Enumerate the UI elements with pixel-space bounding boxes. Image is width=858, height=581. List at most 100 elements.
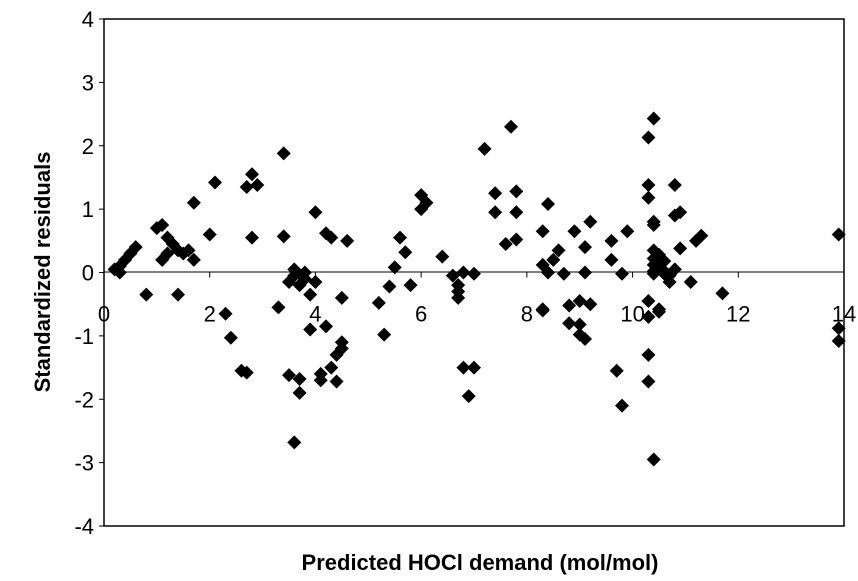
data-point	[334, 290, 349, 305]
data-point	[160, 246, 175, 261]
x-tick-label: 4	[309, 302, 321, 327]
data-point	[377, 327, 392, 342]
data-point	[445, 268, 460, 283]
data-point	[641, 294, 656, 309]
data-point	[456, 265, 471, 280]
data-point	[556, 266, 571, 281]
data-point	[334, 341, 349, 356]
data-point	[535, 303, 550, 318]
data-point	[292, 371, 307, 386]
data-point	[112, 265, 127, 280]
data-point	[646, 452, 661, 467]
data-point	[186, 252, 201, 267]
data-point	[509, 205, 524, 220]
data-point	[509, 232, 524, 247]
data-point	[604, 252, 619, 267]
data-point	[609, 363, 624, 378]
x-axis-ticks: 0 2 4 6 8 10 12 14	[98, 272, 856, 327]
y-axis-ticks: 4 3 2 1 0 -1 -2 -3 -4	[74, 7, 104, 539]
data-point	[683, 275, 698, 290]
x-tick-label: 0	[98, 302, 110, 327]
data-point	[551, 243, 566, 258]
data-point	[567, 224, 582, 239]
y-tick-label: -1	[74, 324, 94, 349]
y-tick-label: 2	[82, 134, 94, 159]
x-tick-label: 14	[832, 302, 856, 327]
data-point	[382, 279, 397, 294]
data-point	[340, 233, 355, 248]
data-point	[583, 214, 598, 229]
data-point	[604, 233, 619, 248]
data-point	[504, 119, 518, 134]
data-point	[297, 265, 312, 280]
data-point	[324, 360, 339, 375]
data-point	[667, 262, 682, 277]
y-tick-label: -2	[74, 387, 94, 412]
data-point	[646, 217, 661, 232]
data-point	[488, 205, 503, 220]
data-point	[715, 286, 730, 301]
data-point	[239, 365, 254, 380]
data-point	[387, 260, 402, 275]
data-point	[641, 190, 656, 205]
x-tick-label: 12	[726, 302, 750, 327]
data-point	[435, 249, 450, 264]
data-point	[673, 205, 688, 220]
data-point	[287, 435, 302, 450]
data-point	[308, 275, 323, 290]
data-point	[615, 266, 629, 281]
data-point	[371, 295, 386, 310]
data-point	[276, 229, 291, 244]
data-point	[456, 360, 471, 375]
y-tick-label: 1	[82, 197, 94, 222]
data-point	[652, 302, 666, 317]
data-point	[155, 217, 170, 232]
data-point	[615, 398, 629, 413]
data-point	[461, 389, 476, 404]
data-point	[562, 316, 577, 331]
data-point	[477, 141, 492, 156]
data-point	[641, 130, 656, 145]
data-point	[831, 321, 846, 336]
data-point	[218, 306, 233, 321]
data-point	[139, 287, 154, 302]
data-point	[488, 186, 503, 201]
data-point	[303, 322, 318, 337]
data-point	[329, 374, 344, 389]
data-point	[578, 240, 592, 255]
data-point	[572, 294, 587, 309]
data-point	[303, 287, 318, 302]
data-point	[419, 195, 434, 210]
data-point	[245, 167, 259, 182]
data-point	[467, 360, 481, 375]
data-point	[282, 368, 296, 383]
data-point	[583, 297, 598, 312]
data-point	[208, 175, 222, 190]
data-point	[620, 224, 635, 239]
data-point	[641, 178, 656, 193]
x-tick-label: 6	[415, 302, 427, 327]
data-point	[578, 265, 592, 280]
data-point	[319, 319, 333, 334]
data-point	[641, 374, 656, 389]
data-point	[673, 241, 688, 256]
data-point	[572, 317, 587, 332]
data-point	[541, 197, 555, 212]
data-point	[276, 146, 291, 161]
data-point	[562, 298, 577, 313]
y-axis-title: Standardized residuals	[30, 152, 55, 393]
data-point	[398, 245, 413, 260]
data-point	[546, 252, 561, 267]
data-point	[657, 254, 672, 269]
data-point	[393, 230, 407, 245]
data-point	[171, 287, 185, 302]
data-point	[181, 243, 196, 258]
data-point	[202, 227, 217, 242]
data-point	[831, 333, 846, 348]
data-point	[641, 347, 656, 362]
data-point	[467, 266, 481, 281]
data-points	[107, 111, 846, 467]
data-point	[509, 184, 524, 199]
data-point	[223, 330, 238, 345]
data-point	[245, 230, 259, 245]
